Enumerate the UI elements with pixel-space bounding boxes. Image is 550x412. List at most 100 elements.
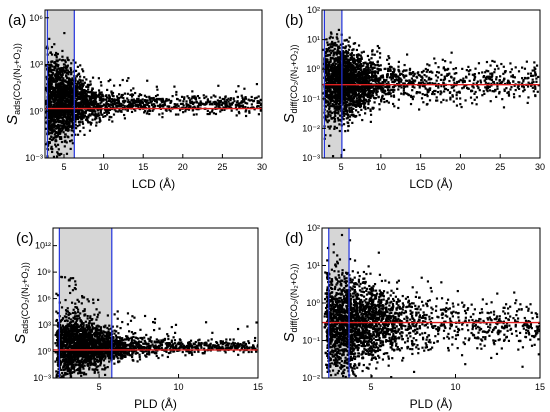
scatter-point xyxy=(69,125,73,128)
scatter-point xyxy=(329,76,332,79)
scatter-point xyxy=(59,130,62,133)
scatter-point xyxy=(344,69,347,72)
scatter-point xyxy=(84,111,87,115)
scatter-point xyxy=(367,98,370,101)
scatter-point xyxy=(373,101,376,104)
scatter-point xyxy=(527,96,530,99)
scatter-point xyxy=(334,71,337,74)
scatter-point xyxy=(381,74,384,77)
scatter-point xyxy=(329,31,333,34)
scatter-point xyxy=(381,94,384,97)
scatter-point xyxy=(347,48,351,51)
scatter-point xyxy=(349,62,352,65)
scatter-point xyxy=(389,68,392,71)
scatter-point xyxy=(344,130,347,133)
scatter-point xyxy=(116,105,119,108)
scatter-point xyxy=(81,95,84,98)
scatter-point xyxy=(151,109,154,112)
scatter-point xyxy=(79,104,82,107)
scatter-point xyxy=(397,69,400,72)
scatter-point xyxy=(83,96,86,99)
scatter-point xyxy=(433,93,436,96)
scatter-point xyxy=(336,76,339,79)
scatter-point xyxy=(437,84,440,87)
scatter-point xyxy=(326,93,329,97)
scatter-point xyxy=(66,93,69,96)
scatter-point xyxy=(459,97,462,100)
scatter-point xyxy=(352,93,356,96)
scatter-point xyxy=(328,102,331,105)
scatter-point xyxy=(461,67,464,70)
scatter-point xyxy=(351,87,355,90)
scatter-point xyxy=(71,100,74,103)
scatter-point xyxy=(78,82,81,85)
scatter-point xyxy=(56,143,60,146)
scatter-point xyxy=(350,90,353,93)
scatter-point xyxy=(212,112,216,115)
scatter-point xyxy=(87,100,90,103)
scatter-point xyxy=(328,86,331,89)
scatter-point xyxy=(489,64,492,67)
scatter-point xyxy=(227,100,230,103)
scatter-point xyxy=(59,79,62,82)
scatter-point xyxy=(343,51,346,54)
scatter-point xyxy=(72,79,75,82)
scatter-point xyxy=(430,70,433,73)
scatter-point xyxy=(378,103,381,106)
scatter-point xyxy=(88,91,91,94)
scatter-point xyxy=(199,100,202,103)
scatter-point xyxy=(327,69,331,73)
scatter-point xyxy=(349,87,353,90)
scatter-point xyxy=(342,118,345,121)
scatter-point xyxy=(98,117,101,120)
scatter-point xyxy=(64,106,67,109)
scatter-point xyxy=(371,70,374,73)
scatter-point xyxy=(342,90,345,93)
scatter-point xyxy=(91,108,94,111)
scatter-point xyxy=(360,56,363,59)
scatter-point xyxy=(326,77,329,80)
scatter-point xyxy=(59,70,62,73)
scatter-point xyxy=(453,77,456,80)
scatter-point xyxy=(80,113,84,116)
scatter-point xyxy=(47,116,50,119)
scatter-point xyxy=(191,90,194,93)
scatter-point xyxy=(336,93,339,96)
scatter-point xyxy=(361,99,365,103)
scatter-point xyxy=(469,69,472,72)
scatter-point xyxy=(439,93,442,96)
scatter-point xyxy=(359,66,362,70)
scatter-point xyxy=(495,78,498,81)
scatter-point xyxy=(64,70,67,74)
scatter-point xyxy=(70,62,73,65)
scatter-point xyxy=(485,88,488,91)
scatter-point xyxy=(347,72,350,75)
scatter-point xyxy=(120,102,123,106)
scatter-point xyxy=(376,64,379,67)
scatter-point xyxy=(169,101,172,104)
scatter-point xyxy=(106,110,109,113)
scatter-point xyxy=(352,54,355,57)
scatter-point xyxy=(422,69,425,72)
scatter-point xyxy=(49,128,52,131)
scatter-point xyxy=(227,105,230,108)
scatter-point xyxy=(104,104,107,107)
x-tick-label: 10 xyxy=(99,162,109,172)
scatter-point xyxy=(116,102,119,105)
scatter-point xyxy=(70,81,74,84)
scatter-point xyxy=(326,63,329,67)
scatter-point xyxy=(60,76,63,79)
scatter-point xyxy=(356,102,359,106)
scatter-point xyxy=(331,105,334,108)
scatter-point xyxy=(362,106,366,109)
scatter-point xyxy=(458,90,461,93)
scatter-point xyxy=(374,75,377,78)
scatter-point xyxy=(145,99,149,102)
scatter-point xyxy=(324,105,328,108)
scatter-point xyxy=(50,138,53,142)
scatter-point xyxy=(484,76,487,80)
scatter-point xyxy=(84,100,88,103)
scatter-point xyxy=(376,87,379,90)
scatter-point xyxy=(388,76,392,79)
scatter-point xyxy=(105,102,108,105)
